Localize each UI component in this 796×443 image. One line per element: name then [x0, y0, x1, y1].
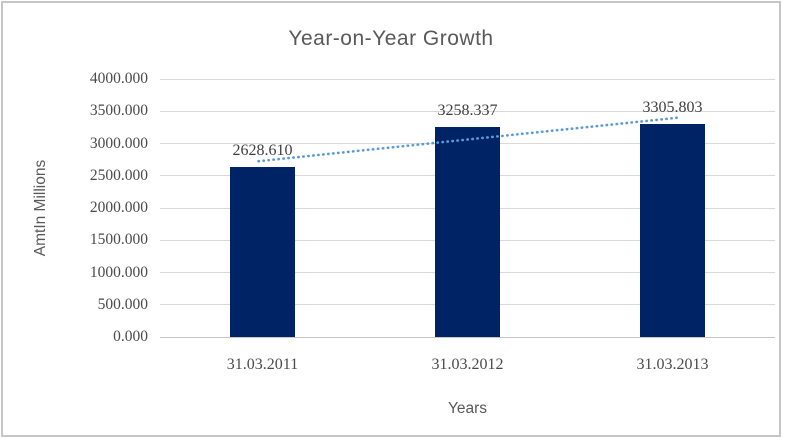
y-axis-title: AmtIn Millions: [32, 159, 49, 257]
bar: [640, 123, 705, 337]
trendline: [257, 116, 681, 163]
bar: [435, 126, 500, 337]
y-axis-tick-label: 2000.000: [89, 199, 148, 216]
y-axis-tick-label: 3500.000: [89, 102, 148, 120]
bar-value-label: 2628.610: [232, 142, 293, 160]
gridline: [160, 78, 775, 80]
y-axis-tick-labels: 0.000 500.000 1000.000 1500.000 2000.000 2500…: [63, 70, 148, 345]
bar: [230, 167, 295, 337]
gridline: [160, 110, 775, 112]
y-axis-tick-label: 1500.000: [89, 231, 148, 249]
x-axis-title: Years: [447, 400, 488, 417]
plot-area: 2628.610 3258.337 3305.803: [160, 78, 775, 338]
x-axis-tick-label: 31.03.2011: [226, 356, 299, 373]
x-axis-tick-label: 31.03.2012: [431, 356, 504, 373]
y-axis-tick-label: 0.000: [113, 328, 148, 345]
chart-title: Year-on-Year Growth: [288, 27, 494, 50]
y-axis-tick-label: 4000.000: [89, 70, 148, 87]
bar-value-label: 3258.337: [437, 101, 498, 119]
y-axis-tick-label: 3000.000: [89, 134, 148, 152]
gridline: [160, 336, 775, 338]
y-axis-tick-label: 2500.000: [89, 166, 148, 184]
y-axis-tick-label: 1000.000: [89, 263, 148, 281]
x-axis-tick-label: 31.03.2013: [636, 356, 709, 373]
bar-value-label: 3305.803: [642, 98, 703, 116]
chart-frame: Year-on-Year Growth AmtIn Millions 0.000…: [1, 1, 781, 437]
y-axis-tick-label: 500.000: [97, 295, 148, 313]
x-axis-tick-labels: 31.03.2011 31.03.2012 31.03.2013: [160, 356, 775, 378]
